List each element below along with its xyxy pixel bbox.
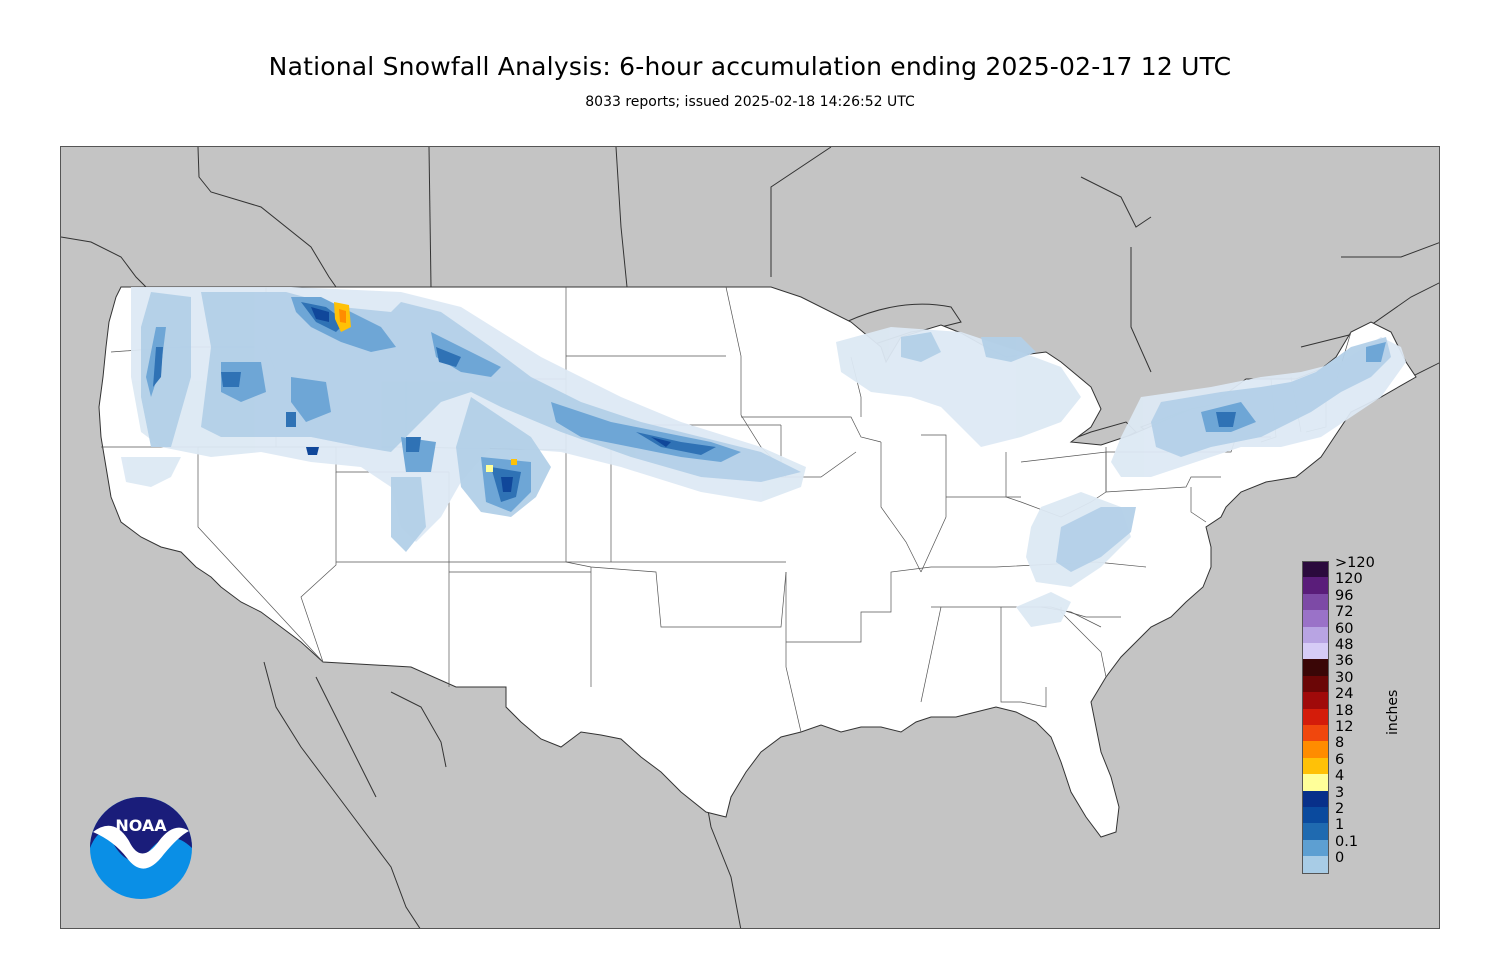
- legend-label: 36: [1335, 653, 1354, 670]
- legend-label: 12: [1335, 719, 1354, 735]
- legend-swatch: [1302, 675, 1329, 693]
- legend-label: 0: [1335, 850, 1345, 867]
- legend-label: 24: [1335, 686, 1354, 703]
- legend-swatch: [1302, 757, 1329, 775]
- legend-swatch: [1302, 643, 1329, 660]
- legend-swatch: [1302, 741, 1329, 758]
- map-subtitle: 8033 reports; issued 2025-02-18 14:26:52…: [585, 94, 915, 110]
- legend-swatch: [1302, 790, 1329, 807]
- legend-label: 120: [1335, 571, 1363, 588]
- legend-swatch: [1302, 659, 1329, 676]
- legend-label: 1: [1335, 817, 1345, 834]
- legend-swatch: [1302, 807, 1329, 824]
- legend-label: 30: [1335, 669, 1354, 686]
- legend-label: 18: [1335, 702, 1354, 719]
- legend-swatch: [1302, 708, 1329, 725]
- noaa-logo: NOAA: [89, 796, 193, 900]
- legend-swatch: [1302, 823, 1329, 840]
- legend-swatch: [1302, 856, 1329, 873]
- legend-label: 6: [1335, 751, 1345, 768]
- legend-swatch: [1302, 593, 1329, 611]
- noaa-logo-text: NOAA: [115, 816, 167, 835]
- legend-label: 48: [1335, 637, 1354, 653]
- legend-swatch: [1302, 725, 1329, 742]
- legend-swatch: [1302, 561, 1329, 578]
- legend-label: 60: [1335, 620, 1354, 637]
- map-title: National Snowfall Analysis: 6-hour accum…: [268, 52, 1232, 81]
- legend-swatch: [1302, 774, 1329, 791]
- legend-label: 3: [1335, 784, 1345, 801]
- legend-label: 2: [1335, 801, 1345, 817]
- legend-label: 96: [1335, 587, 1354, 604]
- units-label: inches: [1385, 689, 1401, 735]
- snowfall-map: [60, 146, 1440, 929]
- legend-swatch: [1302, 839, 1329, 857]
- legend-label: 72: [1335, 604, 1354, 621]
- legend-label: 8: [1335, 735, 1345, 752]
- legend-swatch: [1302, 692, 1329, 709]
- legend-swatch: [1302, 610, 1329, 627]
- legend-label: 4: [1335, 768, 1345, 785]
- legend-swatch: [1302, 626, 1329, 643]
- legend-label: >120: [1335, 555, 1375, 571]
- legend-label: 0.1: [1335, 833, 1359, 850]
- legend-swatch: [1302, 577, 1329, 594]
